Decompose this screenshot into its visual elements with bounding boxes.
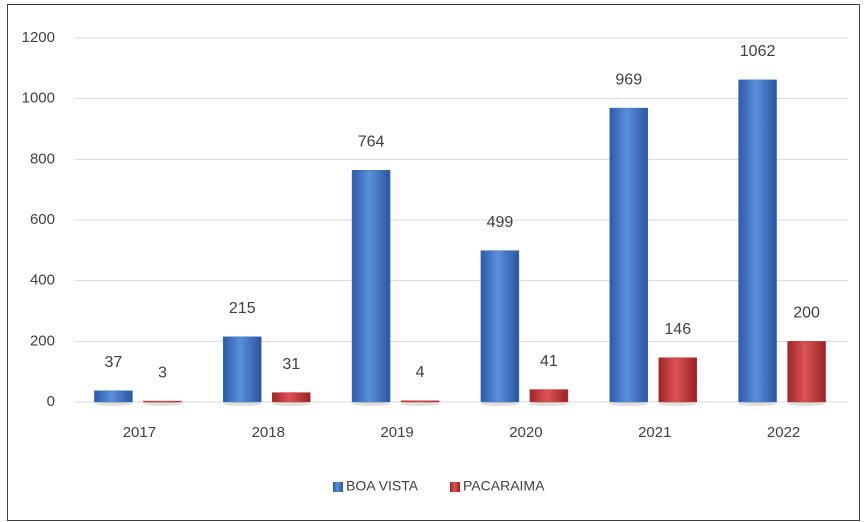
bar (351, 170, 391, 403)
bar (94, 390, 133, 403)
bar-shadow (223, 402, 262, 406)
y-tick-label: 400 (30, 272, 55, 289)
y-tick-label: 200 (30, 332, 55, 349)
x-tick-label: 2021 (638, 424, 671, 441)
bar-shadow (529, 402, 568, 406)
x-tick-label: 2018 (252, 424, 285, 441)
value-label: 146 (664, 321, 691, 338)
y-tick-label: 0 (47, 393, 55, 410)
value-label: 3 (158, 364, 167, 381)
bar (400, 400, 440, 403)
value-label: 37 (105, 354, 123, 371)
value-label: 215 (229, 300, 256, 317)
bar (272, 392, 311, 403)
bar-shadow (352, 402, 391, 406)
bar (609, 107, 648, 403)
bar-shadow (480, 402, 519, 406)
value-label: 764 (358, 133, 385, 150)
x-tick-label: 2020 (509, 424, 542, 441)
value-label: 4 (416, 364, 425, 381)
bar (738, 79, 777, 403)
y-tick-label: 1200 (22, 29, 55, 46)
x-tick-label: 2017 (123, 424, 156, 441)
bar (658, 357, 697, 403)
bar-shadow (272, 402, 311, 406)
value-label: 200 (793, 305, 820, 322)
legend-swatch (450, 482, 460, 492)
legend-swatch (333, 482, 343, 492)
bar-shadow (143, 402, 182, 406)
legend-label: PACARAIMA (463, 478, 545, 494)
x-tick-label: 2022 (767, 424, 800, 441)
y-tick-label: 1000 (22, 90, 55, 107)
y-tick-label: 600 (30, 211, 55, 228)
bar-shadow (609, 402, 648, 406)
value-label: 969 (615, 71, 642, 88)
bar (529, 389, 569, 403)
value-label: 41 (540, 353, 558, 370)
bar (223, 336, 262, 403)
x-tick-label: 2019 (380, 424, 413, 441)
bar-shadow (787, 402, 826, 406)
bar-shadow (94, 402, 133, 406)
bar (480, 250, 520, 403)
value-label: 31 (282, 356, 300, 373)
bar (143, 400, 182, 403)
bar (787, 341, 826, 403)
value-label: 1062 (740, 43, 776, 60)
bar-shadow (658, 402, 697, 406)
y-tick-label: 800 (30, 150, 55, 167)
value-label: 499 (487, 214, 514, 231)
bar-shadow (401, 402, 440, 406)
legend-label: BOA VISTA (346, 478, 419, 494)
bar-shadow (738, 402, 777, 406)
frame (7, 4, 860, 521)
